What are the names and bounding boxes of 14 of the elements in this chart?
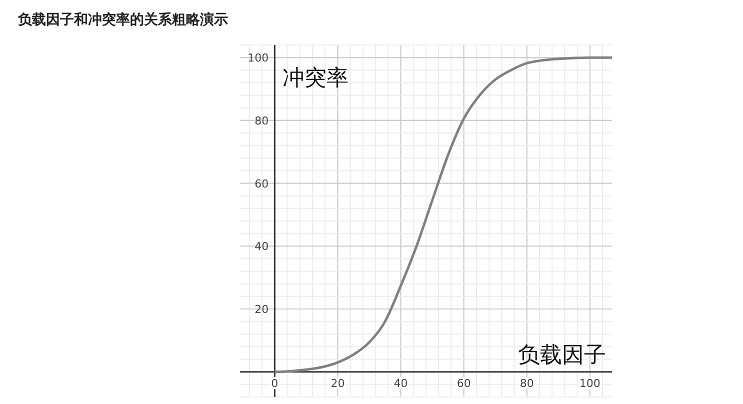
- x-tick-label: 60: [456, 376, 471, 390]
- y-tick-label: 100: [248, 52, 269, 65]
- y-axis-title: 冲突率: [282, 66, 349, 91]
- x-tick-label: 40: [394, 376, 408, 390]
- x-tick-label: 100: [579, 376, 600, 390]
- y-tick-label: 40: [254, 240, 269, 254]
- x-tick-label: 20: [330, 376, 345, 390]
- y-tick-label: 60: [254, 177, 269, 190]
- x-tick-label: 80: [520, 376, 534, 390]
- y-tick-label: 80: [254, 114, 269, 128]
- y-tick-label: 20: [254, 303, 269, 316]
- x-axis-title: 负载因子: [518, 342, 606, 368]
- line-series: [273, 56, 614, 374]
- text: 负载因子和冲突率的关系粗略演示: [17, 11, 228, 28]
